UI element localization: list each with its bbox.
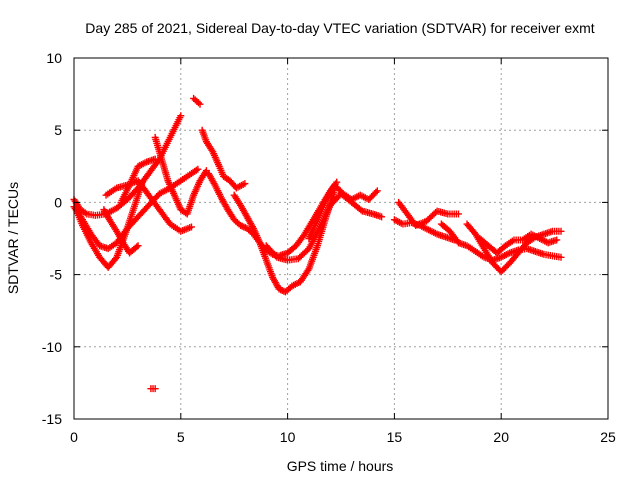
y-tick-label: 10 (46, 50, 62, 66)
series-track-r (463, 220, 565, 276)
series-track-a (70, 112, 185, 219)
data-point (151, 155, 159, 163)
y-tick-label: 0 (54, 194, 62, 210)
series-track-s (476, 230, 561, 257)
y-tick-labels: -15 -10 -5 0 5 10 (42, 50, 62, 427)
series-track-f (117, 155, 159, 206)
data-point (151, 385, 159, 393)
data-point (372, 188, 380, 196)
data-point (240, 223, 248, 231)
chart-title: Day 285 of 2021, Sidereal Day-to-day VTE… (85, 20, 594, 36)
x-tick-label: 15 (387, 429, 403, 445)
series-track-h (190, 94, 204, 108)
data-point (194, 99, 202, 107)
data-point (238, 222, 246, 230)
x-tick-label: 0 (70, 429, 78, 445)
x-tick-label: 10 (280, 429, 296, 445)
data-point (454, 210, 462, 218)
data-point (557, 227, 565, 235)
data-point (134, 242, 142, 250)
data-point (378, 213, 386, 221)
y-axis-label: SDTVAR / TECUs (5, 182, 21, 294)
x-axis-label: GPS time / hours (287, 458, 394, 474)
data-point (133, 243, 141, 251)
data-point (241, 180, 249, 188)
data-point (277, 286, 285, 294)
data-point (194, 165, 202, 173)
y-tick-label: -10 (42, 339, 62, 355)
x-tick-label: 25 (600, 429, 616, 445)
series-track-j (198, 126, 249, 192)
axis-ticks (73, 57, 609, 420)
plot-frame (73, 57, 609, 420)
data-point (196, 100, 204, 108)
data-point (275, 285, 283, 293)
data-point (237, 222, 245, 230)
x-tick-label: 20 (493, 429, 509, 445)
y-tick-label: 5 (54, 122, 62, 138)
data-point (192, 166, 200, 174)
data-point (373, 187, 381, 195)
series-track-i (147, 385, 159, 393)
x-tick-label: 5 (177, 429, 185, 445)
series-track-d (100, 206, 142, 257)
series-track-c (72, 178, 146, 271)
grid (74, 58, 608, 419)
data-point (553, 236, 561, 244)
data-point (187, 223, 195, 231)
y-tick-label: -15 (42, 411, 62, 427)
series-track-p (395, 198, 462, 230)
x-tick-labels: 0 5 10 15 20 25 (70, 429, 616, 445)
y-tick-label: -5 (50, 267, 63, 283)
data-points (70, 94, 565, 393)
data-point (557, 253, 565, 261)
data-point (177, 112, 185, 120)
data-point (81, 209, 89, 217)
series-track-n (305, 181, 381, 242)
data-point (280, 287, 288, 295)
data-point (304, 266, 312, 274)
